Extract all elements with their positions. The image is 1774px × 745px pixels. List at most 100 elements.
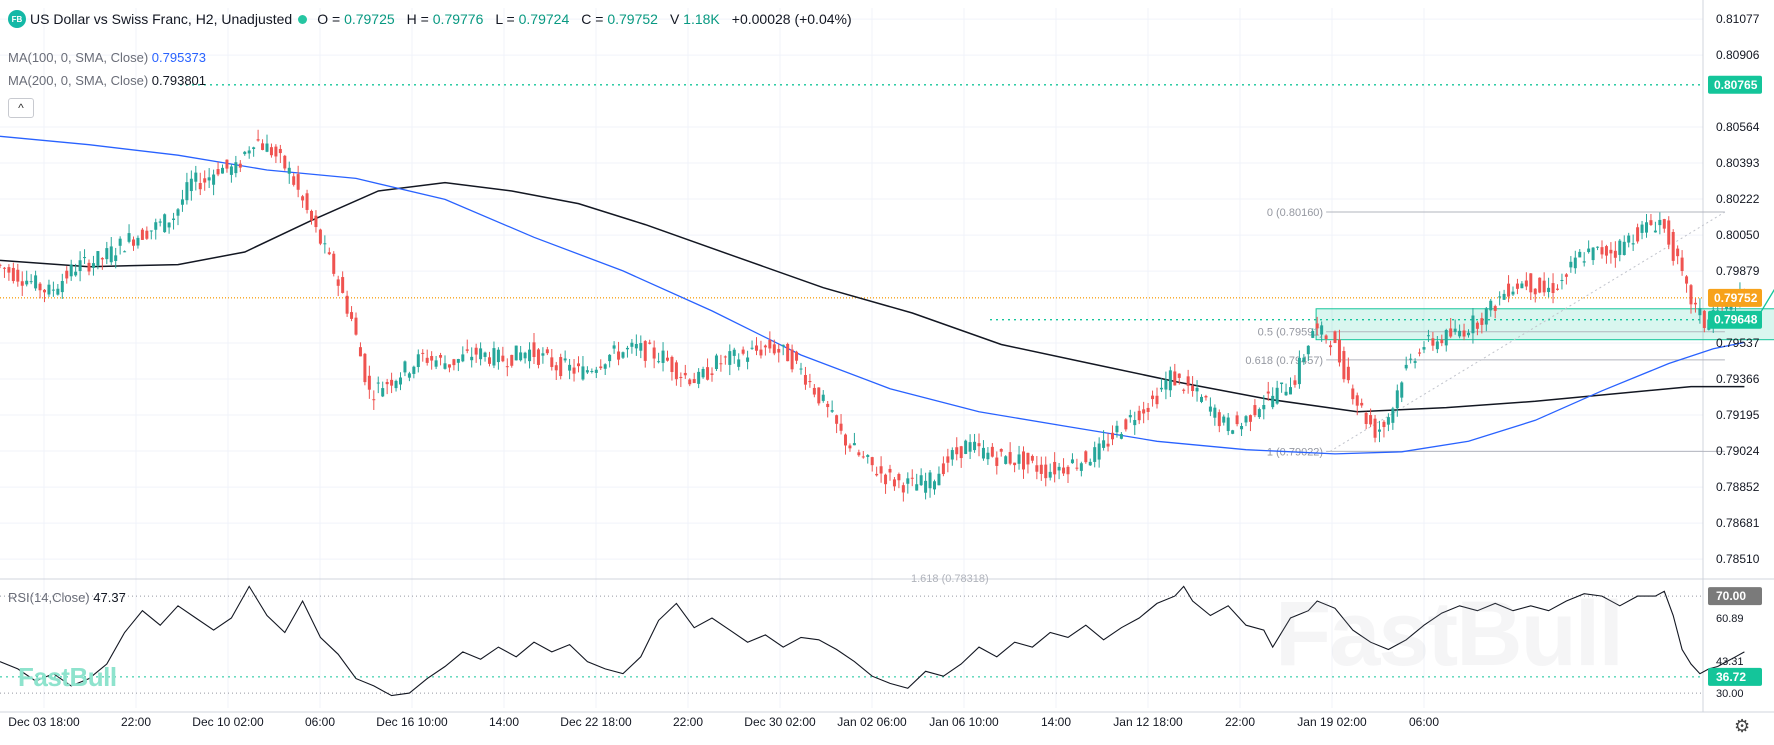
- candle-up: [950, 450, 954, 460]
- fastbull-logo-icon: FB: [8, 10, 26, 28]
- fib-level-label: 0.618 (0.79457): [1245, 355, 1323, 367]
- candle-down: [1039, 464, 1043, 474]
- candle-down: [977, 443, 981, 447]
- candle-up: [1378, 429, 1381, 432]
- candle-up: [594, 369, 598, 373]
- ma100-layer: [0, 135, 1745, 455]
- candle-down: [1333, 331, 1337, 343]
- candle-up: [1645, 222, 1648, 233]
- candle-up: [1097, 443, 1101, 460]
- candle-down: [283, 155, 287, 169]
- candle-up: [443, 363, 447, 369]
- candle-down: [1151, 395, 1155, 400]
- time-tick-label: 06:00: [1409, 715, 1439, 729]
- collapse-legend-button[interactable]: ^: [8, 98, 34, 118]
- candle-up: [928, 472, 932, 489]
- candle-down: [1360, 402, 1364, 406]
- candle-down: [261, 143, 265, 150]
- candle-down: [839, 423, 843, 431]
- candle-up: [852, 443, 856, 446]
- candle-up: [714, 355, 718, 370]
- candle-down: [888, 468, 892, 473]
- candle-down: [1649, 220, 1653, 225]
- candle-down: [648, 342, 652, 344]
- candle-down: [256, 139, 260, 141]
- candle-down: [1217, 412, 1221, 427]
- candle-up: [434, 360, 438, 367]
- candle-down: [1462, 330, 1466, 337]
- candle-up: [799, 368, 803, 370]
- candle-down: [1022, 451, 1025, 470]
- candle-down: [803, 374, 807, 385]
- candle-up: [127, 233, 131, 242]
- rsi-legend[interactable]: RSI(14,Close) 47.37: [8, 590, 126, 605]
- candle-up: [563, 358, 567, 361]
- candle-up: [523, 352, 527, 359]
- candle-up: [109, 246, 113, 263]
- candle-down: [763, 345, 767, 348]
- candle-down: [1493, 306, 1497, 311]
- candle-down: [1177, 373, 1181, 378]
- candle-down: [1204, 395, 1208, 398]
- candle-up: [603, 364, 607, 369]
- price-tick-label: 0.81077: [1716, 12, 1760, 26]
- candle-down: [790, 349, 794, 370]
- candle-down: [1173, 371, 1177, 386]
- candle-down: [875, 473, 879, 476]
- candle-down: [1146, 407, 1150, 412]
- candle-up: [167, 222, 171, 228]
- candle-up: [1200, 396, 1203, 402]
- candle-down: [941, 463, 945, 475]
- candle-down: [1008, 452, 1012, 464]
- candle-up: [91, 263, 95, 268]
- volume-readout: V 1.18K: [669, 11, 720, 27]
- candle-down: [1702, 310, 1706, 329]
- candle-down: [1191, 385, 1195, 392]
- candle-down: [132, 239, 135, 246]
- candle-down: [1613, 250, 1617, 258]
- candle-down: [1035, 465, 1039, 472]
- candle-down: [1676, 248, 1680, 257]
- candle-up: [1093, 447, 1097, 462]
- ma100-legend[interactable]: MA(100, 0, SMA, Close) 0.795373: [8, 50, 207, 65]
- candle-up: [590, 370, 594, 372]
- grid: [0, 0, 1774, 713]
- candle-down: [452, 359, 456, 366]
- time-tick-label: Dec 30 02:00: [744, 715, 816, 729]
- candle-down: [1533, 288, 1537, 295]
- candle-down: [1111, 432, 1114, 440]
- candle-down: [510, 354, 514, 366]
- candle-down: [532, 342, 536, 358]
- candle-down: [1124, 419, 1128, 430]
- fib-level-label: 0.5 (0.79591): [1258, 327, 1323, 339]
- candle-up: [568, 364, 572, 371]
- ma200-legend[interactable]: MA(200, 0, SMA, Close) 0.793801: [8, 73, 207, 88]
- candle-up: [1631, 243, 1635, 245]
- candle-up: [1079, 463, 1083, 471]
- time-tick-label: 22:00: [121, 715, 151, 729]
- price-axis: 0.81077 0.80906 0.80564 0.80393 0.80222 0.800…: [1708, 12, 1762, 700]
- candle-down: [274, 146, 278, 157]
- candle-down: [1030, 455, 1034, 461]
- price-tick-label: 0.80222: [1716, 192, 1760, 206]
- candle-up: [634, 343, 638, 349]
- symbol-title[interactable]: US Dollar vs Swiss Franc, H2, Unadjusted: [30, 11, 293, 27]
- candle-up: [1627, 235, 1631, 243]
- candle-down: [999, 449, 1003, 452]
- candle-up: [172, 218, 176, 221]
- candle-down: [318, 229, 322, 244]
- candle-down: [910, 477, 914, 479]
- settings-gear-icon[interactable]: ⚙: [1734, 716, 1751, 736]
- candle-up: [541, 353, 545, 356]
- candle-up: [964, 440, 968, 454]
- fibonacci-retracement: 0 (0.80160) 0.5 (0.79591) 0.618 (0.79457) 1…: [911, 207, 1726, 585]
- candle-down: [755, 345, 758, 351]
- candle-up: [1280, 382, 1284, 385]
- candle-down: [465, 349, 469, 351]
- candle-down: [425, 357, 429, 363]
- candle-down: [1013, 462, 1017, 466]
- candle-up: [25, 280, 29, 285]
- candle-down: [225, 159, 229, 169]
- candle-up: [866, 455, 870, 457]
